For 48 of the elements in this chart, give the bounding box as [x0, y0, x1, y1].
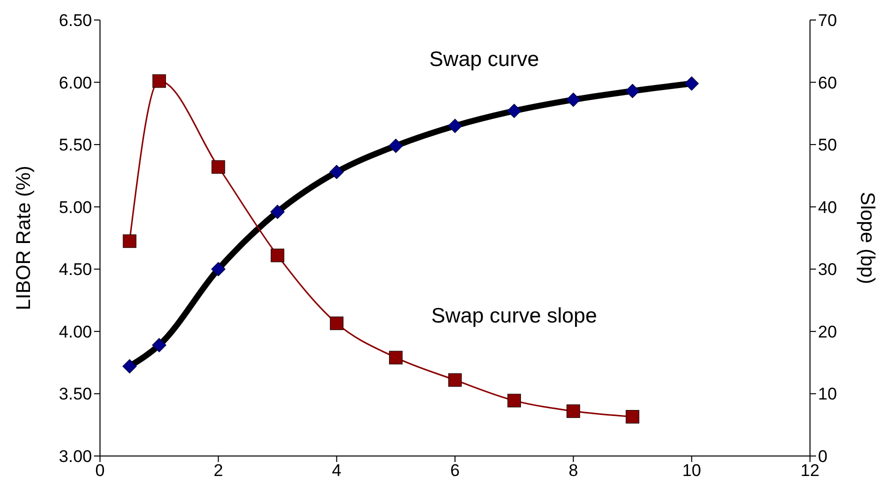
series-label: Swap curve — [429, 48, 540, 71]
point — [152, 74, 166, 88]
x-tick-label: 4 — [332, 461, 342, 480]
y-tick-label: 4.00 — [58, 322, 92, 342]
y-tick-label: 3.50 — [58, 384, 92, 404]
point — [388, 138, 404, 154]
x-tick-label: 10 — [682, 461, 702, 480]
point — [270, 204, 285, 220]
point — [212, 160, 226, 174]
y2-tick-label: 40 — [818, 198, 837, 217]
x-tick-label: 8 — [568, 461, 578, 480]
x-tick-label: 12 — [800, 461, 820, 480]
point — [152, 338, 166, 352]
y-tick-label: 5.50 — [58, 136, 92, 155]
y2-tick-label: 60 — [818, 73, 837, 92]
point — [506, 104, 522, 118]
point — [448, 373, 462, 387]
point — [625, 84, 640, 98]
y-tick-label: 3.00 — [58, 447, 92, 466]
y-axis-title: LIBOR Rate (%) — [13, 166, 36, 310]
point — [329, 164, 344, 180]
point — [330, 316, 344, 330]
y-tick-label: 5.00 — [58, 198, 92, 217]
y2-tick-label: 50 — [818, 136, 837, 155]
y-tick-label: 6.00 — [58, 73, 92, 92]
y2-tick-label: 0 — [818, 447, 828, 466]
y-tick-label: 6.50 — [58, 11, 92, 30]
y2-tick-label: 10 — [818, 384, 837, 404]
point — [270, 248, 284, 262]
y2-axis-title: Slope (bp) — [856, 192, 878, 284]
point — [684, 76, 699, 91]
point — [566, 92, 581, 107]
y-tick-label: 4.50 — [58, 260, 92, 280]
point — [122, 234, 136, 248]
point — [566, 404, 580, 418]
y2-tick-label: 20 — [818, 322, 837, 342]
point — [507, 394, 521, 408]
point — [389, 350, 403, 364]
series-label: Swap curve slope — [431, 304, 598, 328]
point — [626, 410, 640, 424]
point — [448, 118, 462, 134]
point — [122, 359, 137, 374]
y2-tick-label: 70 — [818, 11, 837, 30]
x-tick-label: 2 — [214, 461, 224, 480]
y2-tick-label: 30 — [818, 260, 837, 280]
x-tick-label: 0 — [95, 461, 105, 480]
x-tick-label: 6 — [450, 461, 460, 480]
point — [211, 262, 226, 276]
